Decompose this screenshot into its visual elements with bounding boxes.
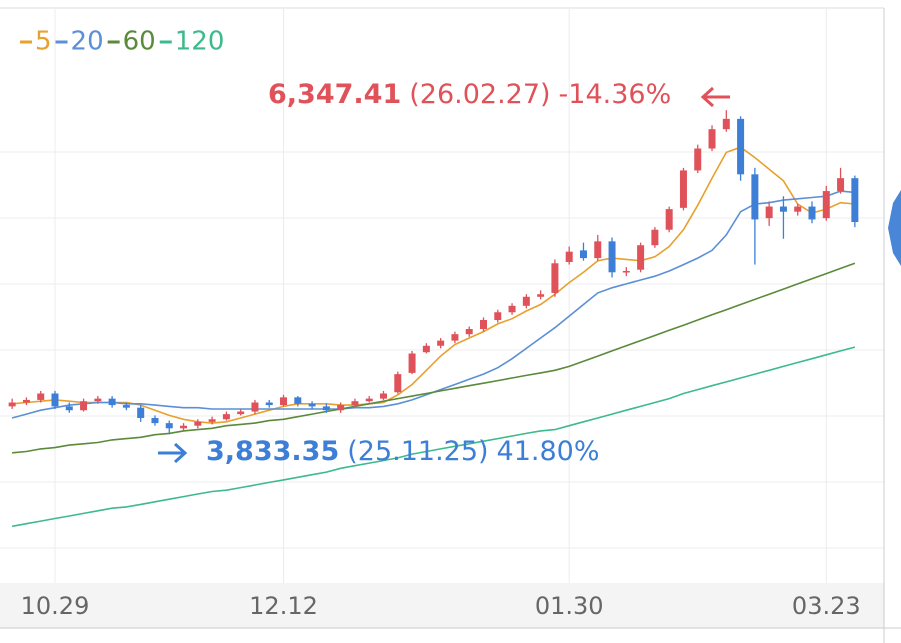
candle-body — [408, 353, 416, 373]
candle-body — [651, 229, 659, 246]
candle-body — [679, 170, 687, 208]
candle-body — [665, 209, 673, 230]
x-grid: 10.29 12.12 01.30 03.23 — [21, 8, 861, 620]
candle-body — [637, 245, 645, 270]
candle-body — [437, 340, 445, 346]
candle-body — [108, 398, 116, 406]
annotation-part: 6,347.41 — [268, 79, 401, 110]
candle-body — [208, 419, 216, 422]
candle-body — [251, 402, 259, 412]
candle-body — [365, 398, 373, 402]
current-price-marker — [888, 190, 901, 266]
candle-body — [694, 148, 702, 171]
annotation-part: 41.80% — [497, 436, 600, 467]
legend-label: 120 — [175, 27, 225, 57]
candle-body — [294, 397, 302, 404]
annotation-part: (26.02.27) — [409, 79, 550, 110]
annotation-part: -14.36% — [559, 79, 672, 110]
date-band — [0, 583, 884, 628]
high-annotation: 6,347.41 (26.02.27) -14.36% — [268, 79, 671, 110]
candle-body — [80, 401, 88, 411]
candle-body — [622, 271, 630, 273]
candle-body — [22, 399, 30, 403]
ma-line — [12, 146, 855, 424]
legend-label: 5 — [35, 27, 52, 57]
ma-lines — [11, 146, 856, 528]
annotation-part: (25.11.25) — [347, 436, 488, 467]
candle-body — [394, 374, 402, 393]
candle-body — [322, 406, 330, 411]
candles — [8, 110, 859, 435]
candle-body — [37, 393, 45, 400]
candle-body — [822, 191, 830, 219]
candle-body — [122, 405, 130, 408]
candle-body — [608, 241, 616, 273]
candle-body — [222, 414, 230, 420]
candle-body — [65, 406, 73, 411]
candle-body — [765, 206, 773, 219]
candle-body — [751, 174, 759, 220]
candle-body — [737, 118, 745, 175]
candle-body — [265, 402, 273, 406]
candle-body — [708, 129, 716, 149]
candle-body — [380, 393, 388, 399]
candle-body — [422, 345, 430, 353]
candle-body — [494, 312, 502, 320]
candle-body — [479, 319, 487, 330]
x-tick-label: 10.29 — [21, 592, 90, 620]
candle-body — [194, 421, 202, 426]
x-tick-label: 01.30 — [535, 592, 604, 620]
candle-body — [280, 397, 288, 406]
x-tick-label: 12.12 — [249, 592, 318, 620]
x-tick-label: 03.23 — [792, 592, 861, 620]
candle-body — [794, 206, 802, 212]
candle-body — [779, 206, 787, 212]
candle-body — [451, 334, 459, 341]
candle-body — [579, 250, 587, 259]
candle-body — [51, 393, 59, 407]
candle-body — [94, 398, 102, 402]
candle-body — [8, 402, 16, 407]
candle-body — [237, 411, 245, 415]
low-annotation: 3,833.35 (25.11.25) 41.80% — [206, 436, 600, 467]
ma-line — [12, 262, 856, 454]
annotations: 6,347.41 (26.02.27) -14.36% 3,833.35 (25.11.… — [158, 79, 730, 467]
candle-body — [594, 241, 602, 259]
candle-body — [522, 296, 530, 306]
candle-body — [565, 251, 573, 262]
candle-body — [465, 329, 473, 335]
candle-body — [137, 407, 145, 418]
candle-body — [537, 294, 545, 297]
candle-body — [351, 401, 359, 406]
candle-body — [508, 305, 516, 313]
candle-body — [308, 403, 316, 407]
legend: 5 20 60 120 — [20, 27, 224, 57]
annotation-part: 3,833.35 — [206, 436, 339, 467]
candle-body — [165, 423, 173, 429]
candle-body — [808, 206, 816, 220]
low-arrow — [158, 442, 188, 464]
candle-body — [551, 263, 559, 293]
legend-label: 60 — [123, 27, 156, 57]
high-arrow — [700, 86, 730, 108]
legend-label: 20 — [71, 27, 104, 57]
ma-line — [11, 346, 856, 528]
candle-body — [151, 417, 159, 424]
candle-body — [180, 425, 188, 429]
candle-body — [851, 178, 859, 223]
candle-body — [837, 178, 845, 192]
candle-body — [337, 405, 345, 411]
candle-body — [722, 118, 730, 130]
